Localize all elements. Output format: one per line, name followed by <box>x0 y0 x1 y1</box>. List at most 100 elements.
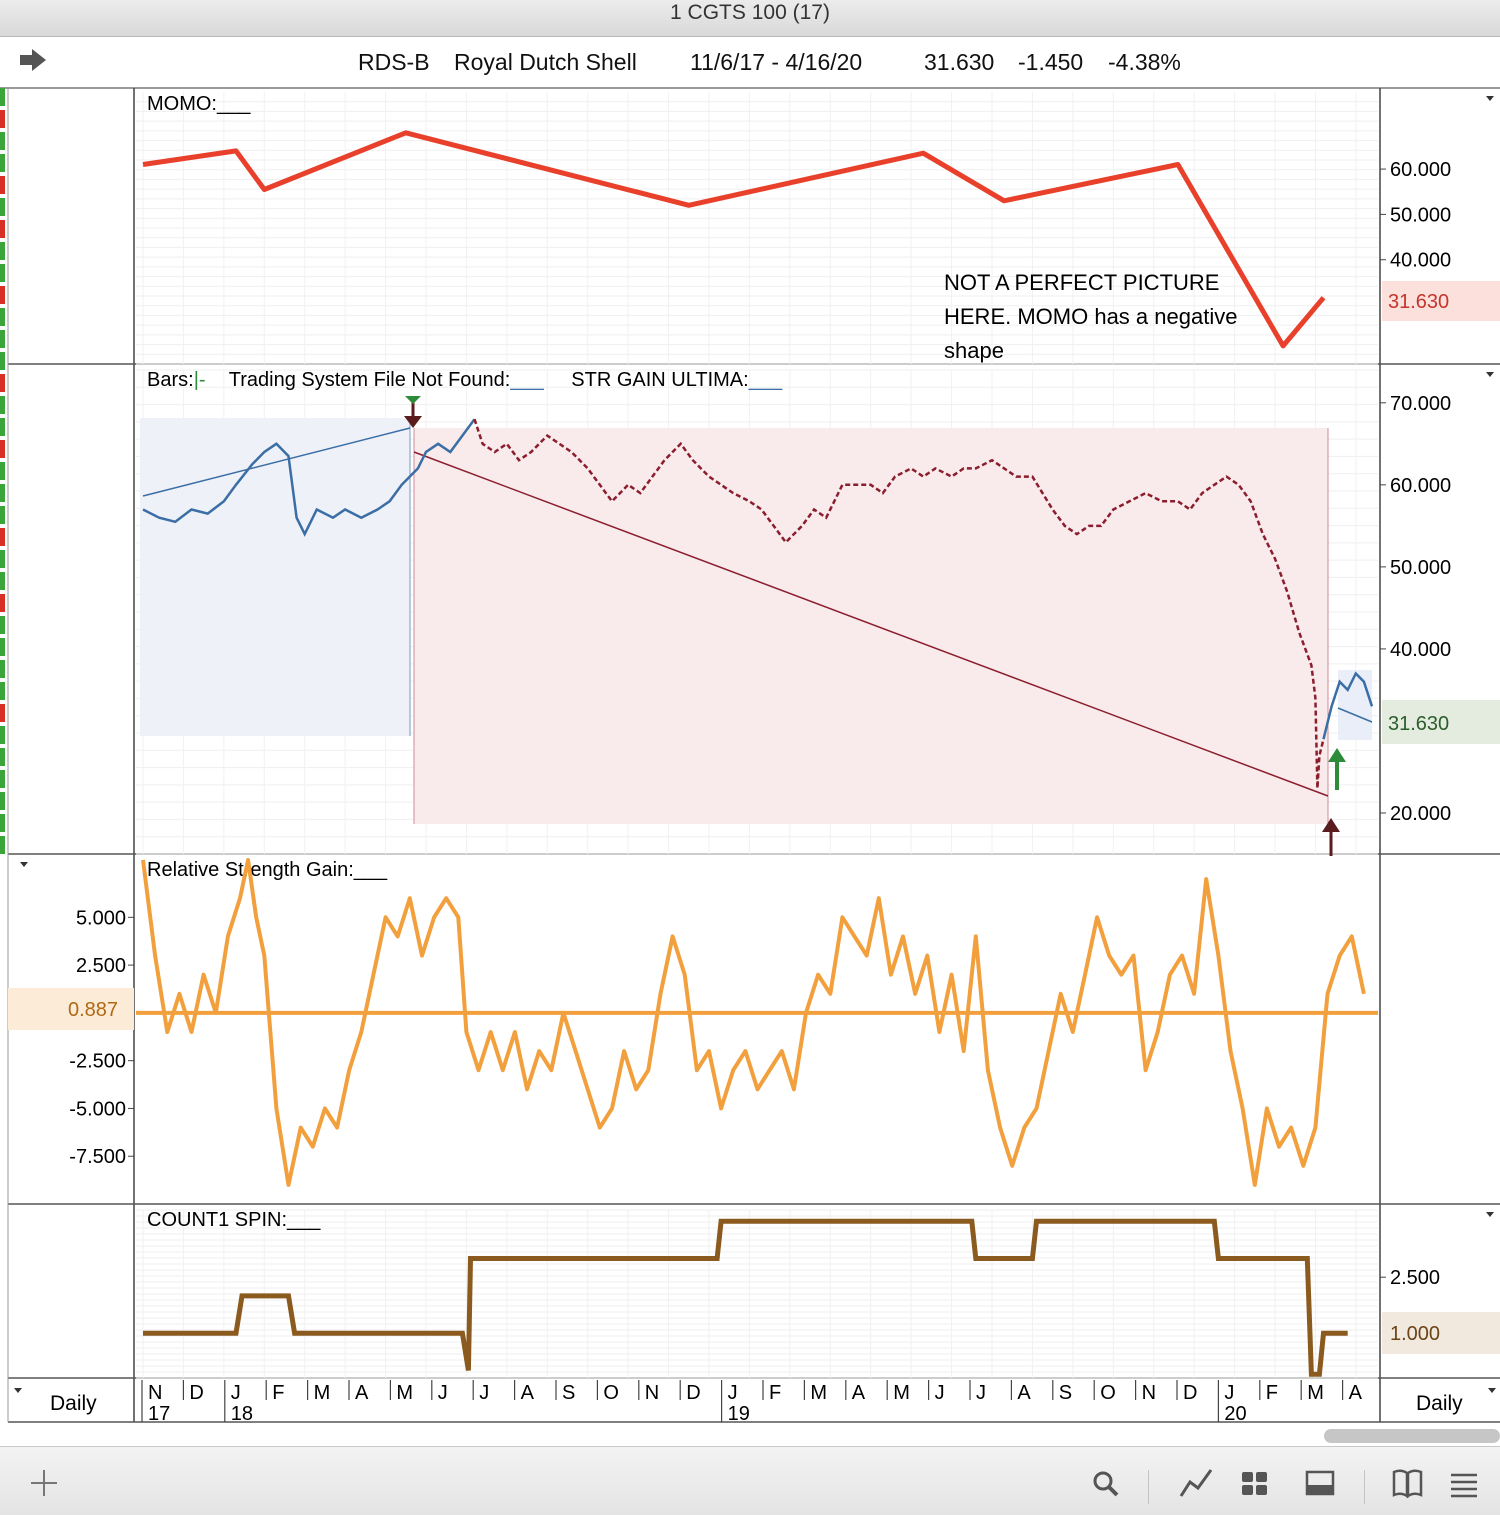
price-panel[interactable]: Bars:|- Trading System File Not Found:__… <box>136 369 1500 856</box>
x-year-label: 20 <box>1224 1403 1246 1424</box>
grid-icon[interactable] <box>1240 1466 1270 1500</box>
y-tick-label: 20.000 <box>1390 803 1451 825</box>
signal-marker <box>0 440 5 458</box>
uptrend-line-recent <box>1337 707 1373 723</box>
price-title: Bars:|- Trading System File Not Found:__… <box>147 369 783 391</box>
last-price: 31.630 <box>924 49 995 75</box>
x-month-label: M <box>893 1382 910 1404</box>
signal-marker <box>0 154 5 172</box>
y-tick-label: 2.500 <box>1390 1267 1440 1289</box>
search-icon[interactable] <box>1090 1466 1122 1500</box>
signal-marker <box>0 616 5 634</box>
x-month-label: A <box>1017 1382 1031 1404</box>
bottom-signal-arrow <box>1322 818 1340 856</box>
short-zone-shade <box>414 428 1328 824</box>
price-bars-down-segment <box>473 418 1325 789</box>
toolbar-divider <box>1148 1470 1149 1504</box>
x-month-label: M <box>314 1382 331 1404</box>
x-month-label: F <box>769 1382 781 1404</box>
signal-marker <box>0 594 5 612</box>
add-icon[interactable] <box>28 1466 60 1500</box>
x-month-label: F <box>272 1382 284 1404</box>
window-title-bar: 1 CGTS 100 (17) <box>0 0 1500 37</box>
signal-marker <box>0 726 5 744</box>
momo-annotation: NOT A PERFECT PICTURE HERE. MOMO has a n… <box>944 270 1244 363</box>
x-month-label: A <box>852 1382 866 1404</box>
chart-area[interactable]: MOMO:___ 60.000 50.000 40.000 31.630 NOT A… <box>0 88 1500 1424</box>
y-tick-label: 40.000 <box>1390 639 1451 661</box>
signal-marker <box>0 462 5 480</box>
x-month-label: D <box>1183 1382 1197 1404</box>
signal-marker <box>0 132 5 150</box>
signal-marker <box>0 638 5 656</box>
x-month-label: O <box>1100 1382 1116 1404</box>
signal-marker <box>0 352 5 370</box>
signal-marker <box>0 110 5 128</box>
x-month-label: S <box>1059 1382 1072 1404</box>
x-month-label: A <box>521 1382 535 1404</box>
menu-icon[interactable] <box>1448 1466 1480 1500</box>
x-month-label: N <box>148 1382 162 1404</box>
period-menu-icon[interactable] <box>14 1388 22 1393</box>
price-bars-recent-segment <box>1322 671 1374 740</box>
symbol-ticker: RDS-B <box>358 49 430 75</box>
x-month-label: J <box>728 1382 738 1404</box>
x-month-label: D <box>189 1382 203 1404</box>
panel-menu-icon[interactable] <box>1486 96 1494 101</box>
panel-menu-icon[interactable] <box>1486 372 1494 377</box>
period-menu-icon[interactable] <box>1488 1388 1496 1393</box>
price-last-value-box <box>1382 700 1500 744</box>
x-month-label: M <box>396 1382 413 1404</box>
y-tick-label: -2.500 <box>69 1051 126 1073</box>
long-zone-shade <box>140 418 410 736</box>
period-label-right[interactable]: Daily <box>1416 1392 1463 1415</box>
momo-panel[interactable]: MOMO:___ 60.000 50.000 40.000 31.630 NOT A… <box>136 92 1500 365</box>
signal-marker <box>0 814 5 832</box>
chart-line-icon[interactable] <box>1178 1466 1214 1500</box>
x-year-label: 19 <box>728 1403 750 1424</box>
toolbar-divider <box>1364 1470 1365 1504</box>
book-icon[interactable] <box>1390 1466 1426 1500</box>
x-month-label: J <box>935 1382 945 1404</box>
momo-last-value: 31.630 <box>1388 291 1449 313</box>
panel-menu-icon[interactable] <box>20 862 28 867</box>
horizontal-scrollbar[interactable] <box>1324 1429 1500 1443</box>
count-last-value: 1.000 <box>1390 1323 1440 1345</box>
signal-marker <box>0 660 5 678</box>
x-month-label: J <box>976 1382 986 1404</box>
long-zone-shade-recent <box>1338 670 1372 740</box>
rsg-last-value: 0.887 <box>68 999 118 1021</box>
signal-marker <box>0 374 5 392</box>
y-tick-label: 40.000 <box>1390 250 1451 272</box>
x-year-label: 18 <box>231 1403 253 1424</box>
window-title: 1 CGTS 100 (17) <box>670 1 830 24</box>
x-month-label: M <box>810 1382 827 1404</box>
rsg-panel[interactable]: Relative Strength Gain:___ 5.000 2.500 -2.… <box>8 858 1378 1187</box>
bottom-toolbar <box>0 1446 1500 1515</box>
panel-menu-icon[interactable] <box>1486 1212 1494 1217</box>
x-month-label: N <box>645 1382 659 1404</box>
x-month-label: J <box>438 1382 448 1404</box>
arrow-right-icon[interactable] <box>18 47 48 73</box>
price-change-pct: -4.38% <box>1108 49 1181 75</box>
signal-marker <box>0 396 5 414</box>
period-label-left[interactable]: Daily <box>50 1392 97 1415</box>
count-panel[interactable]: COUNT1 SPIN:___ 2.500 1.000 <box>136 1209 1500 1379</box>
rsg-line <box>141 858 1366 1187</box>
x-month-label: N <box>1142 1382 1156 1404</box>
price-change: -1.450 <box>1018 49 1084 75</box>
signal-marker <box>0 176 5 194</box>
x-month-label: F <box>1266 1382 1278 1404</box>
signal-marker <box>0 484 5 502</box>
signal-marker <box>0 572 5 590</box>
x-month-label: A <box>1349 1382 1363 1404</box>
count-title: COUNT1 SPIN:___ <box>147 1209 321 1231</box>
y-tick-label: 50.000 <box>1390 204 1451 226</box>
x-year-label: 17 <box>148 1403 170 1424</box>
panel-layout-icon[interactable] <box>1304 1466 1336 1500</box>
uptrend-line <box>142 427 411 497</box>
momo-title: MOMO:___ <box>147 93 251 115</box>
signal-marker <box>0 748 5 766</box>
x-month-label: J <box>479 1382 489 1404</box>
count-last-value-box <box>1382 1312 1500 1354</box>
